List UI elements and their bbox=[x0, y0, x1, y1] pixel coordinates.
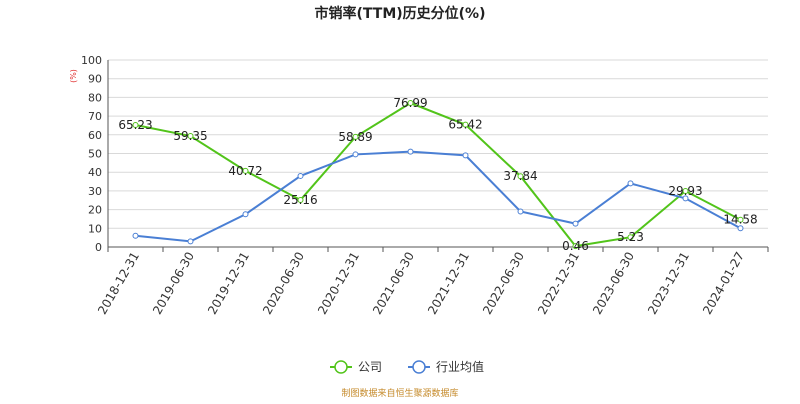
data-point[interactable] bbox=[352, 133, 359, 140]
data-label: 37.84 bbox=[503, 169, 537, 183]
x-tick-label: 2018-12-31 bbox=[95, 250, 142, 317]
data-point[interactable] bbox=[242, 211, 249, 218]
y-tick-label: 100 bbox=[81, 54, 102, 67]
data-label: 65.23 bbox=[118, 118, 152, 132]
data-point[interactable] bbox=[627, 180, 634, 187]
x-tick-label: 2019-12-31 bbox=[205, 250, 252, 317]
data-point[interactable] bbox=[132, 122, 139, 129]
data-point[interactable] bbox=[352, 151, 359, 158]
source-note: 制图数据来自恒生聚源数据库 bbox=[341, 387, 458, 399]
data-label: 40.72 bbox=[228, 164, 262, 178]
data-point[interactable] bbox=[627, 234, 634, 241]
data-label: 65.42 bbox=[448, 118, 482, 132]
legend-label: 公司 bbox=[358, 360, 382, 374]
x-tick-label: 2023-06-30 bbox=[590, 250, 637, 317]
data-point[interactable] bbox=[407, 148, 414, 155]
data-point[interactable] bbox=[462, 121, 469, 128]
x-tick-label: 2019-06-30 bbox=[150, 250, 197, 317]
y-tick-label: 90 bbox=[88, 73, 102, 86]
data-label: 59.35 bbox=[173, 129, 207, 143]
data-point[interactable] bbox=[187, 238, 194, 245]
data-point[interactable] bbox=[462, 152, 469, 159]
series-layer bbox=[132, 100, 744, 250]
x-tick-label: 2021-06-30 bbox=[370, 250, 417, 317]
y-tick-label: 0 bbox=[95, 241, 102, 254]
legend-marker-icon bbox=[412, 360, 426, 374]
x-tick-label: 2024-01-27 bbox=[700, 250, 747, 317]
y-tick-label: 10 bbox=[88, 222, 102, 235]
data-label: 25.16 bbox=[283, 193, 317, 207]
data-label: 76.99 bbox=[393, 96, 427, 110]
y-tick-label: 50 bbox=[88, 148, 102, 161]
y-tick-label: 60 bbox=[88, 129, 102, 142]
y-tick-label: 40 bbox=[88, 166, 102, 179]
legend-item-1[interactable]: 行业均值 bbox=[408, 359, 484, 374]
legend-marker-icon bbox=[334, 360, 348, 374]
axes: 0 10 20 30 40 50 60 70 80 90 100 2018-12-31 2019-06-… bbox=[81, 54, 769, 317]
data-point[interactable] bbox=[297, 196, 304, 203]
chart-title: 市销率(TTM)历史分位(%) bbox=[315, 5, 486, 22]
x-tick-label: 2020-06-30 bbox=[260, 250, 307, 317]
data-point[interactable] bbox=[572, 220, 579, 227]
legend-label: 行业均值 bbox=[436, 359, 484, 374]
data-point[interactable] bbox=[682, 195, 689, 202]
y-tick-label: 70 bbox=[88, 110, 102, 123]
x-tick-label: 2023-12-31 bbox=[645, 250, 692, 317]
legend[interactable]: 公司 行业均值 bbox=[330, 359, 484, 374]
data-point[interactable] bbox=[682, 188, 689, 195]
y-tick-label: 30 bbox=[88, 185, 102, 198]
data-labels: 65.23 59.35 40.72 25.16 58.89 76.99 65.42 37.84… bbox=[118, 96, 757, 253]
data-label: 5.23 bbox=[617, 230, 644, 244]
data-label: 14.58 bbox=[723, 213, 757, 227]
x-tick-label: 2021-12-31 bbox=[425, 250, 472, 317]
data-point[interactable] bbox=[517, 173, 524, 180]
y-axis-unit-label: (%) bbox=[69, 69, 78, 83]
data-point[interactable] bbox=[737, 225, 744, 232]
x-tick-label: 2022-06-30 bbox=[480, 250, 527, 317]
x-tick-label: 2020-12-31 bbox=[315, 250, 362, 317]
data-point[interactable] bbox=[297, 172, 304, 179]
data-point[interactable] bbox=[242, 167, 249, 174]
series-line-0 bbox=[135, 101, 741, 248]
legend-item-0[interactable]: 公司 bbox=[330, 360, 382, 374]
data-point[interactable] bbox=[407, 100, 414, 107]
data-label: 58.89 bbox=[338, 130, 372, 144]
data-point[interactable] bbox=[737, 216, 744, 223]
data-point[interactable] bbox=[132, 232, 139, 239]
series-line-1 bbox=[135, 150, 741, 243]
y-tick-label: 20 bbox=[88, 204, 102, 217]
data-label: 29.93 bbox=[668, 184, 702, 198]
data-point[interactable] bbox=[517, 208, 524, 215]
y-tick-label: 80 bbox=[88, 91, 102, 104]
data-point[interactable] bbox=[187, 133, 194, 140]
data-label: 0.46 bbox=[562, 239, 589, 253]
x-tick-label: 2022-12-31 bbox=[535, 250, 582, 317]
data-point[interactable] bbox=[572, 243, 579, 250]
